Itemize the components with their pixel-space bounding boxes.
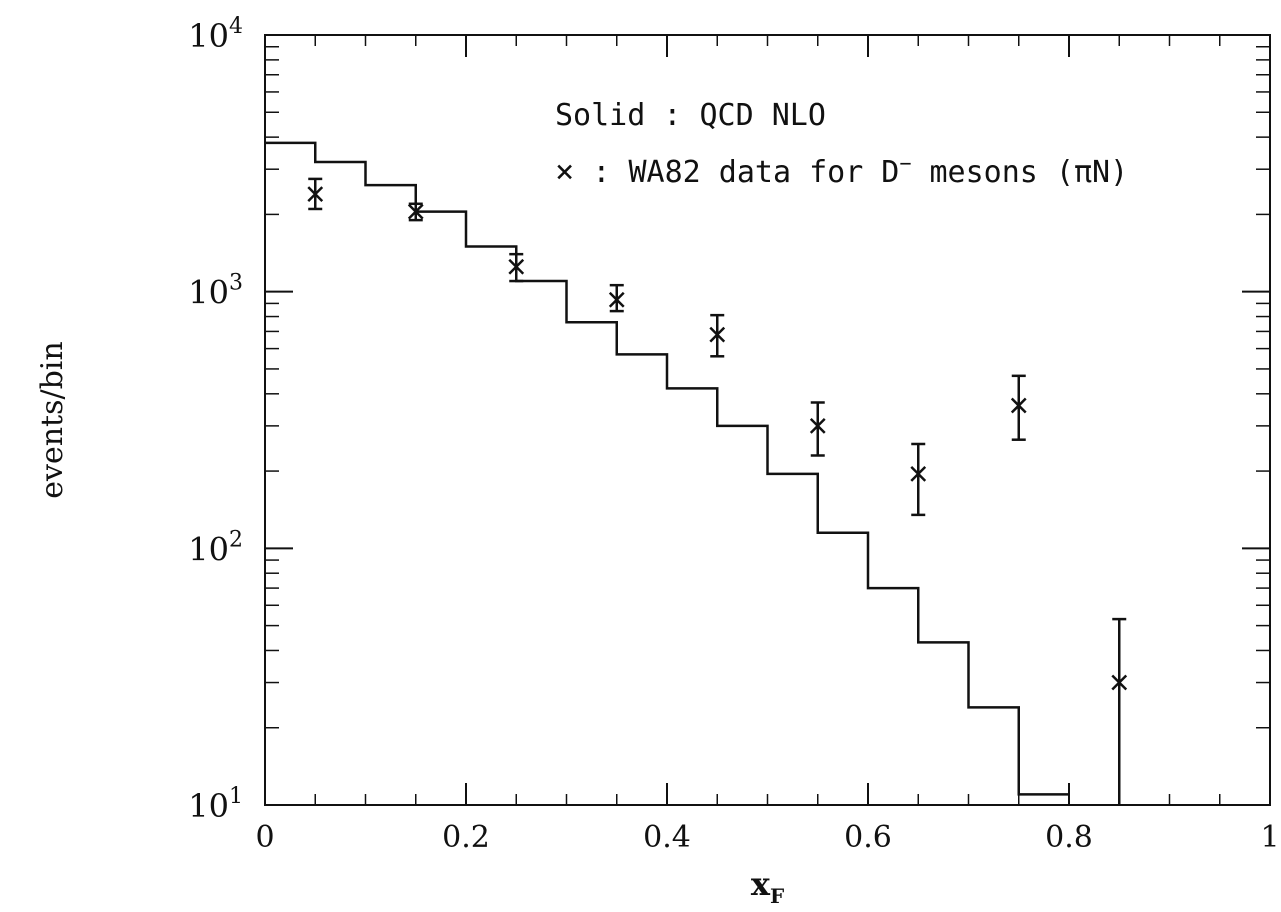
y-tick-label: 101 xyxy=(188,784,243,825)
cross-marker xyxy=(407,203,424,220)
x-tick-label: 0.4 xyxy=(643,820,691,855)
x-tick-label: 0 xyxy=(255,820,274,855)
data-point xyxy=(809,401,826,457)
cross-marker xyxy=(508,258,525,275)
data-point xyxy=(910,442,927,517)
x-tick-label: 0.2 xyxy=(442,820,490,855)
qcd-nlo-histogram-line xyxy=(265,141,1069,796)
legend-line-data: × : WA82 data for D− mesons (πN) xyxy=(555,151,1128,190)
cross-marker xyxy=(608,291,625,308)
x-tick-label: 0.8 xyxy=(1045,820,1093,855)
data-point xyxy=(307,177,324,211)
cross-marker xyxy=(1111,674,1128,691)
y-tick-label: 104 xyxy=(188,14,243,55)
data-point xyxy=(407,202,424,222)
data-point xyxy=(1111,617,1128,805)
legend-line-solid: Solid : QCD NLO xyxy=(555,98,826,133)
x-tick-label: 1 xyxy=(1260,820,1279,855)
data-point xyxy=(608,283,625,313)
cross-marker xyxy=(809,417,826,434)
cross-marker xyxy=(307,186,324,202)
data-point xyxy=(709,313,726,358)
cross-marker xyxy=(1010,397,1027,414)
y-axis-label: events/bin xyxy=(35,341,70,498)
x-axis-label: xF xyxy=(751,865,784,908)
data-point xyxy=(1010,374,1027,441)
x-tick-label: 0.6 xyxy=(844,820,892,855)
cross-marker xyxy=(910,466,927,482)
data-point xyxy=(508,252,525,283)
y-tick-label: 102 xyxy=(188,527,243,568)
y-tick-label: 103 xyxy=(188,271,243,312)
cross-marker xyxy=(709,326,726,343)
